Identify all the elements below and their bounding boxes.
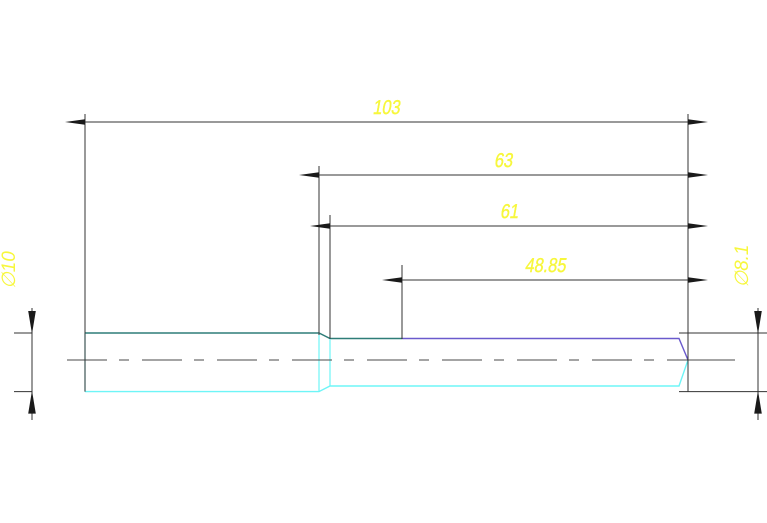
svg-text:103: 103 bbox=[372, 96, 403, 119]
svg-text:48.85: 48.85 bbox=[524, 254, 569, 277]
svg-text:∅8.1: ∅8.1 bbox=[732, 245, 753, 288]
svg-text:∅10: ∅10 bbox=[0, 251, 20, 289]
